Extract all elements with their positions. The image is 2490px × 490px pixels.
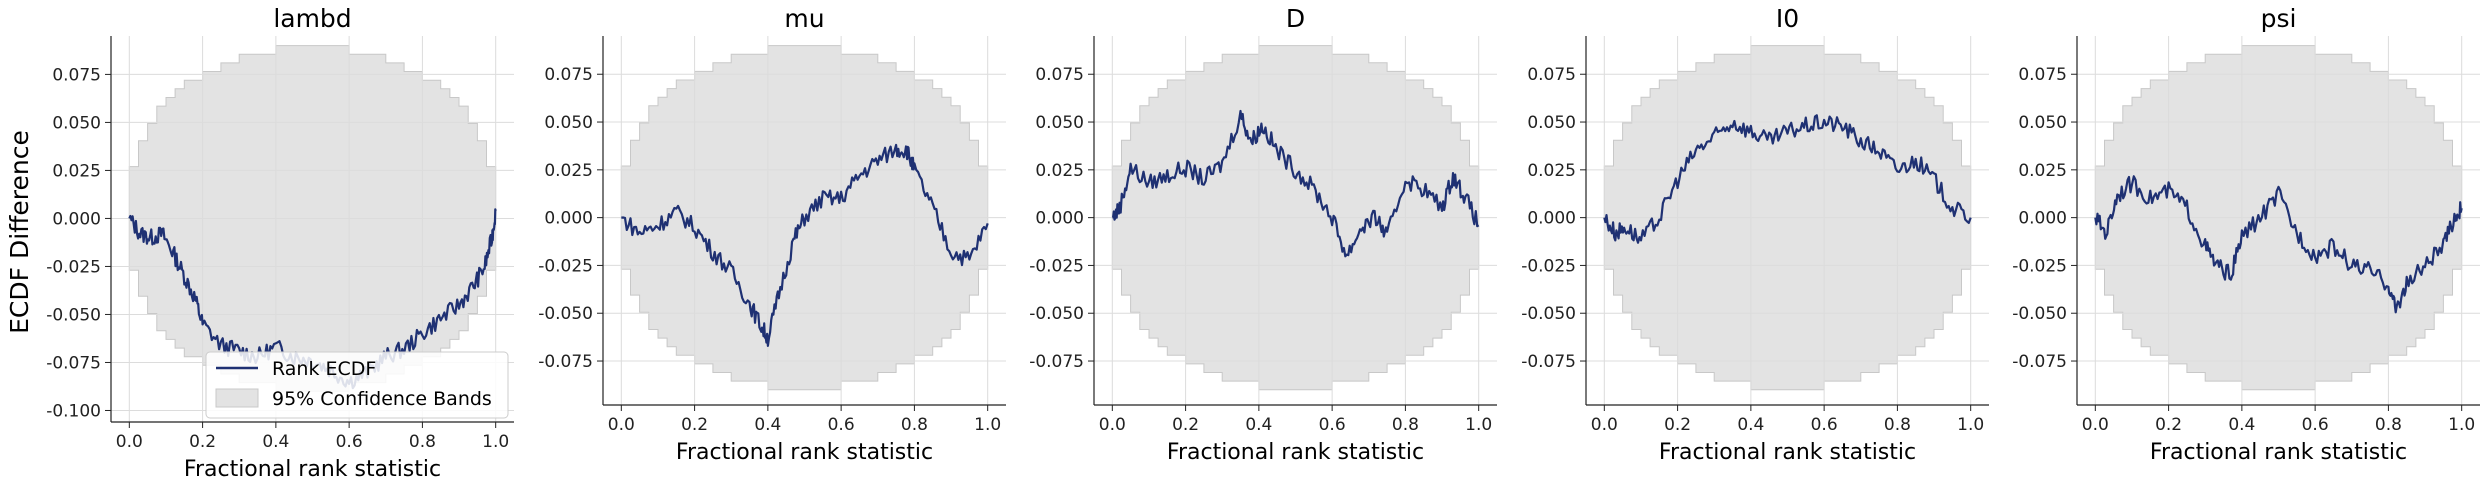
y-tick-label: 0.000 bbox=[52, 209, 101, 229]
x-tick-label: 0.8 bbox=[1884, 415, 1911, 435]
legend-label-confidence-bands: 95% Confidence Bands bbox=[272, 388, 492, 410]
y-tick-label: 0.000 bbox=[2018, 209, 2067, 229]
y-tick-label: 0.025 bbox=[52, 161, 101, 181]
y-tick-label: -0.025 bbox=[46, 257, 101, 277]
rank-ecdf-line-psi bbox=[2094, 175, 2463, 314]
rank-ecdf-line-I0 bbox=[1603, 114, 1972, 244]
x-tick-label: 0.6 bbox=[1811, 415, 1838, 435]
panel-lambd: 0.0 0.2 0.4 0.6 0.8 1.0 0.075 0.050 0.025 0.000 -0… bbox=[46, 4, 514, 482]
x-tick-label: 0.2 bbox=[1172, 415, 1199, 435]
y-tick-label: 0.025 bbox=[1527, 161, 1576, 181]
x-axis-label: Fractional rank statistic bbox=[184, 457, 441, 482]
y-tick-label: 0.025 bbox=[544, 161, 593, 181]
rank-ecdf-line-D bbox=[1111, 109, 1480, 258]
y-tick-label: -0.025 bbox=[1029, 256, 1084, 276]
y-tick-label: 0.050 bbox=[1035, 113, 1084, 133]
y-tick-label: 0.075 bbox=[1035, 65, 1084, 85]
x-tick-label: 0.8 bbox=[2375, 415, 2402, 435]
legend-band-swatch bbox=[215, 388, 259, 408]
x-tick-label: 1.0 bbox=[482, 432, 509, 452]
y-tick-label: 0.000 bbox=[1527, 209, 1576, 229]
x-tick-label: 1.0 bbox=[1957, 415, 1984, 435]
y-tick-label: -0.075 bbox=[1029, 352, 1084, 372]
panel-mu: 0.0 0.2 0.4 0.6 0.8 1.0 0.075 0.050 0.025 0.000 -0… bbox=[538, 4, 1006, 465]
panel-title: I0 bbox=[1776, 4, 1799, 33]
y-tick-label: 0.025 bbox=[1035, 161, 1084, 181]
x-axis-label: Fractional rank statistic bbox=[676, 440, 933, 465]
x-tick-label: 0.4 bbox=[262, 432, 289, 452]
y-tick-label: 0.000 bbox=[544, 209, 593, 229]
y-tick-label: -0.025 bbox=[2012, 256, 2067, 276]
x-tick-label: 0.0 bbox=[1591, 415, 1618, 435]
x-tick-label: 1.0 bbox=[974, 415, 1001, 435]
panel-psi: 0.0 0.2 0.4 0.6 0.8 1.0 0.075 0.050 0.025 0.000 -0… bbox=[2012, 4, 2480, 465]
x-tick-label: 0.4 bbox=[2228, 415, 2255, 435]
y-tick-label: 0.000 bbox=[1035, 209, 1084, 229]
y-tick-label: -0.050 bbox=[1521, 304, 1576, 324]
x-tick-label: 0.2 bbox=[1664, 415, 1691, 435]
y-tick-label: 0.050 bbox=[52, 113, 101, 133]
panel-title: psi bbox=[2261, 4, 2297, 33]
y-tick-label: -0.100 bbox=[46, 401, 101, 421]
panel-title: lambd bbox=[273, 4, 351, 33]
x-tick-label: 0.4 bbox=[754, 415, 781, 435]
y-tick-label: -0.050 bbox=[1029, 304, 1084, 324]
y-tick-label: -0.075 bbox=[2012, 352, 2067, 372]
y-tick-label: 0.075 bbox=[2018, 65, 2067, 85]
x-tick-label: 0.6 bbox=[336, 432, 363, 452]
y-tick-label: 0.050 bbox=[544, 113, 593, 133]
x-tick-label: 0.6 bbox=[828, 415, 855, 435]
y-tick-label: -0.075 bbox=[538, 352, 593, 372]
y-tick-label: 0.075 bbox=[1527, 65, 1576, 85]
x-tick-label: 0.4 bbox=[1245, 415, 1272, 435]
x-tick-label: 0.4 bbox=[1737, 415, 1764, 435]
x-tick-label: 0.0 bbox=[608, 415, 635, 435]
y-tick-label: -0.025 bbox=[538, 256, 593, 276]
x-tick-label: 0.6 bbox=[1319, 415, 1346, 435]
x-tick-label: 1.0 bbox=[2448, 415, 2475, 435]
x-axis-label: Fractional rank statistic bbox=[1167, 440, 1424, 465]
panel-title: D bbox=[1286, 4, 1305, 33]
y-tick-label: 0.075 bbox=[52, 65, 101, 85]
panel-title: mu bbox=[784, 4, 824, 33]
x-tick-label: 1.0 bbox=[1465, 415, 1492, 435]
x-tick-label: 0.6 bbox=[2302, 415, 2329, 435]
x-tick-label: 0.8 bbox=[409, 432, 436, 452]
y-tick-label: -0.075 bbox=[1521, 352, 1576, 372]
x-tick-label: 0.2 bbox=[2155, 415, 2182, 435]
rank-ecdf-line-mu bbox=[621, 143, 989, 347]
x-tick-label: 0.2 bbox=[681, 415, 708, 435]
legend-frame bbox=[205, 351, 509, 419]
x-axis-label: Fractional rank statistic bbox=[1659, 440, 1916, 465]
y-tick-label: -0.050 bbox=[46, 305, 101, 325]
x-tick-label: 0.8 bbox=[901, 415, 928, 435]
y-tick-label: -0.050 bbox=[538, 304, 593, 324]
y-tick-label: -0.075 bbox=[46, 353, 101, 373]
y-tick-label: 0.050 bbox=[1527, 113, 1576, 133]
y-tick-label: 0.025 bbox=[2018, 161, 2067, 181]
panel-I0: 0.0 0.2 0.4 0.6 0.8 1.0 0.075 0.050 0.025 0.000 -0… bbox=[1521, 4, 1989, 465]
x-tick-label: 0.0 bbox=[116, 432, 143, 452]
y-tick-label: 0.050 bbox=[2018, 113, 2067, 133]
y-tick-label: -0.025 bbox=[1521, 256, 1576, 276]
x-tick-label: 0.0 bbox=[2082, 415, 2109, 435]
x-tick-label: 0.0 bbox=[1099, 415, 1126, 435]
figure-y-axis-label: ECDF Difference bbox=[5, 130, 34, 334]
panels: 0.0 0.2 0.4 0.6 0.8 1.0 0.075 0.050 0.025 0.000 -0… bbox=[46, 4, 2480, 482]
legend-label-rank-ecdf: Rank ECDF bbox=[272, 358, 376, 380]
panel-D: 0.0 0.2 0.4 0.6 0.8 1.0 0.075 0.050 0.025 0.000 -0… bbox=[1029, 4, 1497, 465]
y-tick-label: -0.050 bbox=[2012, 304, 2067, 324]
legend: Rank ECDF 95% Confidence Bands bbox=[205, 351, 509, 419]
x-axis-label: Fractional rank statistic bbox=[2150, 440, 2407, 465]
x-tick-label: 0.2 bbox=[189, 432, 216, 452]
y-tick-label: 0.075 bbox=[544, 65, 593, 85]
x-tick-label: 0.8 bbox=[1392, 415, 1419, 435]
